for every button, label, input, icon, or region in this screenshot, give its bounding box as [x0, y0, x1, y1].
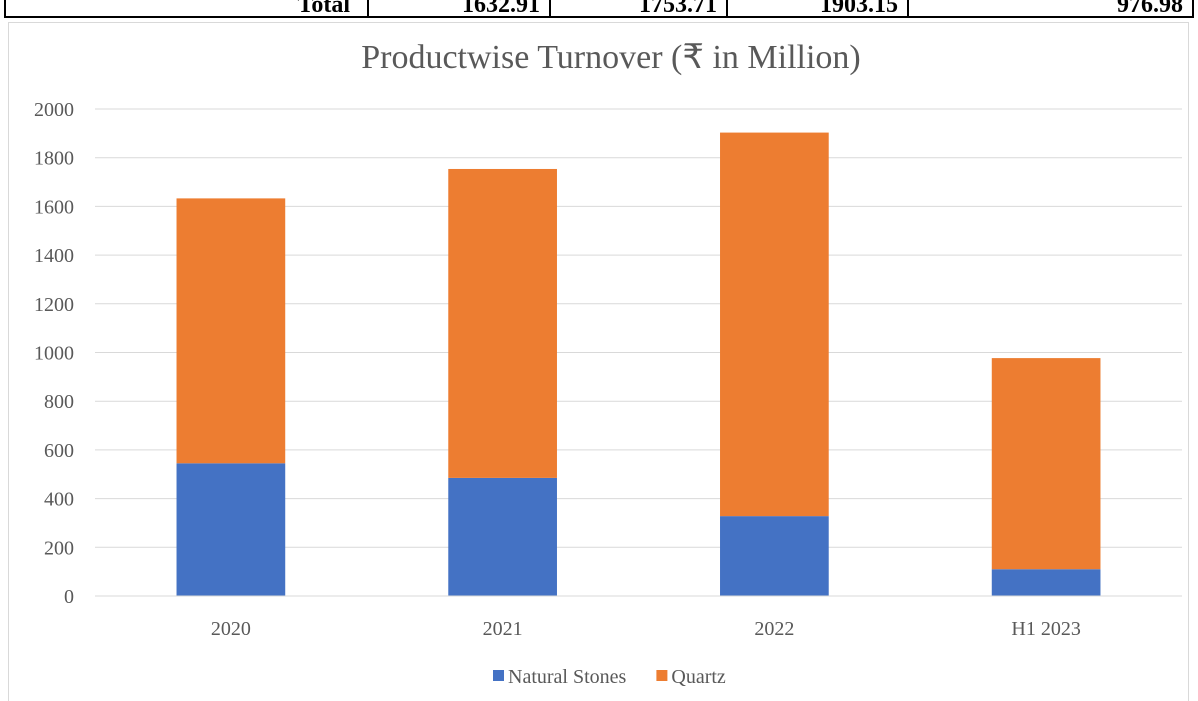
y-tick-label-1800: 1800: [34, 148, 74, 170]
top-table-row-fragment: Total 1632.91 1753.71 1903.15 976.98: [0, 0, 1198, 18]
y-tick-label-2000: 2000: [34, 99, 74, 121]
y-tick-label-400: 400: [44, 489, 74, 511]
y-tick-label-1200: 1200: [34, 294, 74, 316]
x-tick-label-2022: 2022: [754, 618, 794, 640]
chart-area-border: [8, 22, 1189, 701]
bar-natural-stones-2020: [176, 463, 286, 596]
table-cell-h1-2023: 976.98: [1117, 0, 1183, 18]
table-cell-2021: 1753.71: [639, 0, 717, 18]
y-tick-label-600: 600: [44, 440, 74, 462]
bar-natural-stones-h1-2023: [991, 569, 1101, 596]
legend: Natural Stones Quartz: [493, 666, 726, 688]
bar-natural-stones-2022: [720, 516, 829, 596]
y-tick-label-1000: 1000: [34, 343, 74, 365]
y-tick-label-1400: 1400: [34, 245, 74, 267]
bar-quartz-2020: [176, 198, 286, 464]
bar-quartz-2022: [720, 132, 829, 517]
bar-quartz-2021: [448, 168, 557, 478]
legend-label-quartz: Quartz: [671, 666, 726, 688]
x-tick-label-2021: 2021: [483, 618, 523, 640]
bars: [176, 132, 1101, 596]
x-tick-label-2020: 2020: [211, 618, 251, 640]
table-cell-2020: 1632.91: [462, 0, 540, 18]
bar-natural-stones-2021: [448, 477, 557, 596]
top-table-svg: Total 1632.91 1753.71 1903.15 976.98: [4, 0, 1194, 18]
table-total-label: Total: [298, 0, 351, 18]
legend-swatch-quartz: [656, 670, 668, 681]
x-axis-tick-labels: 2020 2021 2022 H1 2023: [211, 618, 1081, 640]
table-cell-2022: 1903.15: [820, 0, 898, 18]
y-axis-tick-labels: 0 200 400 600 800 1000 1200 1400 1600 1800 2000: [34, 99, 74, 608]
y-tick-label-800: 800: [44, 391, 74, 413]
y-tick-label-1600: 1600: [34, 196, 74, 218]
legend-label-natural-stones: Natural Stones: [508, 666, 627, 688]
y-tick-label-0: 0: [64, 586, 74, 608]
x-tick-label-h1-2023: H1 2023: [1011, 618, 1080, 640]
bar-quartz-h1-2023: [991, 358, 1101, 570]
y-tick-label-200: 200: [44, 537, 74, 559]
legend-swatch-natural-stones: [493, 670, 504, 681]
chart-title: Productwise Turnover (₹ in Million): [361, 39, 861, 76]
